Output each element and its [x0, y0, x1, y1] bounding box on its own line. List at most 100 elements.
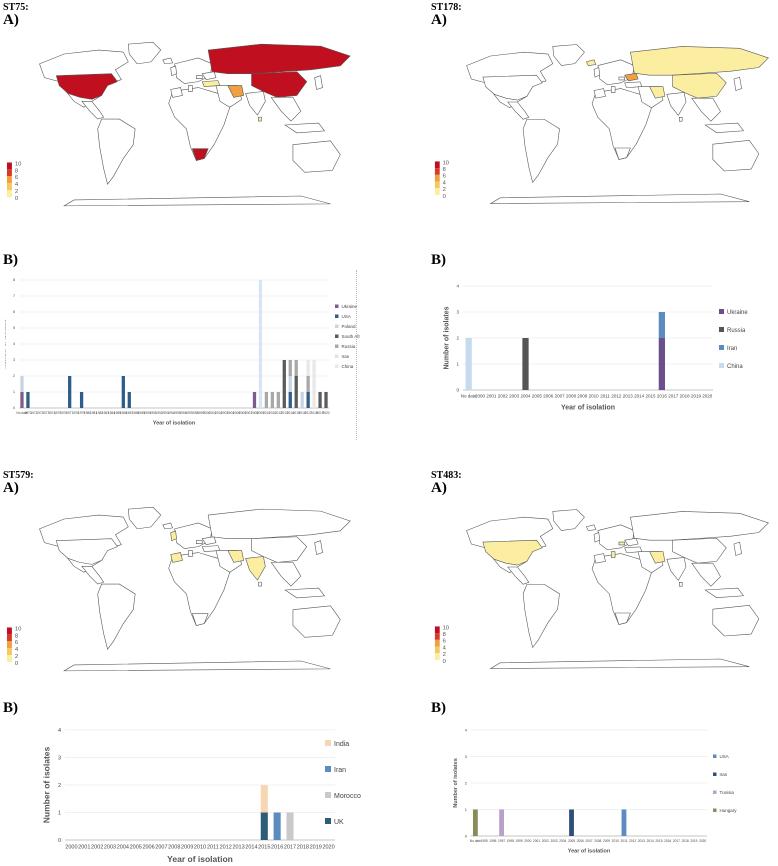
- x-tick-label: 2012: [220, 845, 232, 851]
- x-tick-label: 2002: [91, 845, 103, 851]
- x-tick-label: 2015: [293, 411, 300, 415]
- country-europe: [597, 59, 635, 86]
- country-iran: [649, 86, 666, 99]
- country-usa: [55, 73, 118, 100]
- legend-swatch: [719, 363, 724, 368]
- bar-segment: [324, 392, 328, 408]
- scale-step: [434, 168, 440, 175]
- x-tick-label: 2001: [78, 845, 90, 851]
- scale-step: [434, 626, 440, 634]
- scale-tick-label: 4: [443, 645, 447, 651]
- scale-tick-label: 0: [15, 661, 19, 667]
- country-indonesia: [704, 587, 745, 598]
- y-tick-label: 2: [13, 374, 15, 378]
- country-india: [666, 92, 687, 116]
- scale-step: [434, 646, 440, 654]
- y-tick-label: 0: [456, 388, 459, 393]
- x-tick-label: 1987: [126, 411, 133, 415]
- x-tick-label: 2001: [486, 394, 497, 399]
- scale-step: [6, 627, 12, 635]
- bar-segment: [288, 360, 292, 376]
- x-tick-label: 2019: [691, 394, 702, 399]
- x-tick-label: 2009: [181, 845, 193, 851]
- bar-segment: [306, 360, 310, 376]
- x-tick-label: 2006: [543, 394, 554, 399]
- country-australia: [712, 605, 760, 637]
- x-tick-label: 2008: [594, 839, 601, 843]
- country-russia: [630, 511, 769, 541]
- bar-segment: [286, 812, 294, 840]
- y-tick-label: 4: [456, 284, 459, 289]
- bar-segment: [312, 360, 316, 408]
- country-hungary: [618, 541, 625, 546]
- bar-segment: [264, 392, 269, 408]
- x-tick-label: 2017: [673, 839, 680, 843]
- x-tick-label: 2003: [221, 411, 228, 415]
- scale-tick-label: 2: [15, 189, 18, 195]
- y-axis-title: Number of isolates: [444, 306, 451, 369]
- country-iran: [227, 85, 244, 98]
- y-tick-label: 4: [58, 728, 61, 734]
- country-southamerica: [97, 118, 136, 185]
- x-tick-label: 1995: [173, 411, 180, 415]
- country-hungary: [196, 75, 203, 79]
- legend-swatch: [325, 792, 331, 798]
- scale-step: [434, 653, 440, 660]
- scale-tick-label: 0: [443, 659, 446, 665]
- country-australia: [292, 605, 341, 638]
- x-tick-label: 1977: [66, 411, 73, 415]
- scale-tick-label: 2: [443, 187, 446, 193]
- x-tick-label: 2014: [245, 845, 257, 851]
- country-ukraine: [201, 536, 217, 545]
- legend-label: Tunisia: [720, 790, 735, 795]
- legend-swatch: [335, 364, 339, 368]
- x-tick-label: 2018: [297, 845, 309, 851]
- x-tick-label: 2007: [555, 394, 566, 399]
- country-hungary: [196, 540, 203, 544]
- country-antarctica: [489, 193, 750, 204]
- country-china: [672, 72, 727, 99]
- legend-label: Iran: [342, 354, 350, 359]
- x-tick-label: 2020: [702, 394, 713, 399]
- legend-swatch: [713, 772, 717, 776]
- scale-step: [434, 181, 440, 189]
- scale-tick-label: 0: [15, 196, 19, 202]
- x-tick-label: No date: [470, 839, 481, 843]
- legend-label: Poland: [342, 324, 357, 329]
- x-tick-label: 1997: [498, 839, 505, 843]
- country-sriLanka: [258, 581, 262, 587]
- x-tick-label: 2017: [284, 845, 296, 851]
- legend-label: Ukraine: [727, 310, 748, 316]
- x-tick-label: 2006: [239, 411, 246, 415]
- legend-label: Iran: [720, 772, 728, 777]
- bar-segment: [472, 809, 478, 836]
- chart-label: B): [3, 700, 18, 716]
- country-southafrica: [191, 613, 209, 626]
- country-sriLanka: [679, 582, 683, 587]
- legend-label: USA: [720, 754, 729, 759]
- x-tick-label: No date: [16, 411, 27, 415]
- x-tick-label: 2012: [611, 394, 622, 399]
- country-iceland: [162, 522, 174, 530]
- x-tick-label: 1989: [138, 411, 145, 415]
- x-tick-label: 2015: [258, 845, 270, 851]
- legend-swatch: [719, 327, 724, 332]
- bar-segment: [499, 809, 504, 836]
- x-tick-label: 1998: [191, 411, 198, 415]
- country-japan: [733, 541, 742, 556]
- scale-tick-label: 2: [443, 652, 446, 658]
- country-usa: [482, 539, 543, 566]
- y-tick-label: 7: [13, 294, 15, 298]
- legend-label: Morocco: [334, 793, 361, 800]
- country-iran: [227, 550, 244, 563]
- x-tick-label: 2005: [130, 845, 142, 851]
- bar-segment: [20, 392, 24, 408]
- country-europe: [174, 57, 213, 84]
- x-tick-label: 2001: [533, 839, 540, 843]
- x-tick-label: 2018: [682, 839, 689, 843]
- x-tick-label: 1985: [114, 411, 121, 415]
- scale-tick-label: 4: [15, 182, 19, 188]
